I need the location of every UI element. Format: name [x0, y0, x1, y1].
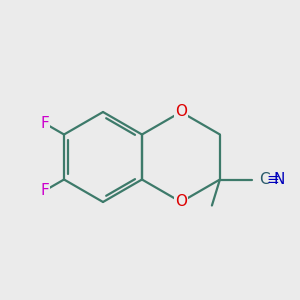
- Text: F: F: [40, 116, 50, 131]
- Text: ≡: ≡: [266, 172, 279, 187]
- Text: O: O: [175, 194, 187, 209]
- Text: F: F: [40, 183, 50, 198]
- Text: N: N: [274, 172, 285, 187]
- Text: C: C: [259, 172, 269, 187]
- Text: O: O: [175, 104, 187, 119]
